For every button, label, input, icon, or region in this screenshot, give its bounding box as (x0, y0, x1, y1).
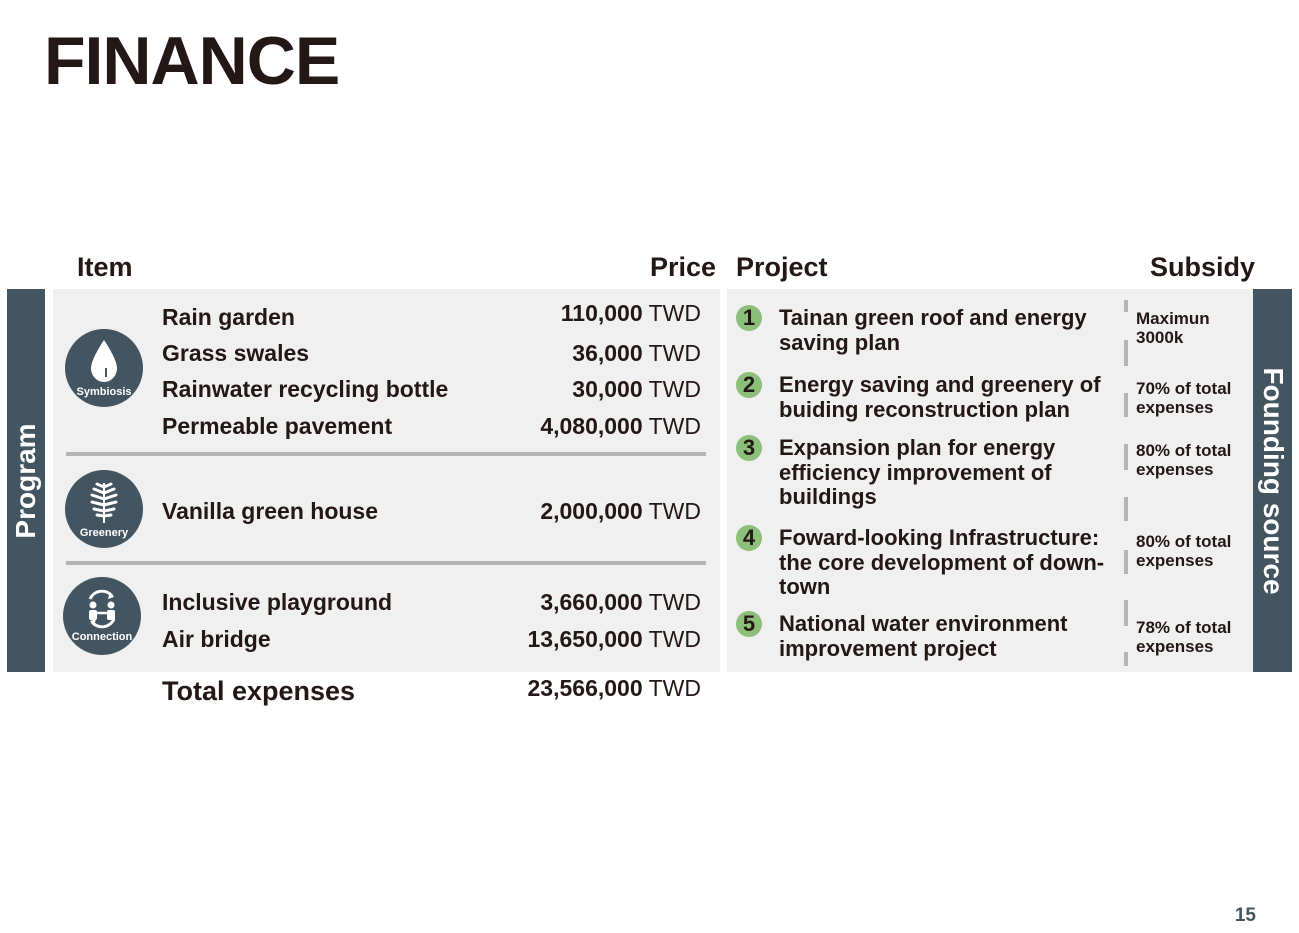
item-price: 2,000,000 TWD (540, 498, 701, 524)
group-divider (66, 561, 706, 565)
project-name: Foward-looking Infrastructure: the core … (779, 525, 1105, 599)
connection-label: Connection (71, 631, 133, 643)
greenery-label: Greenery (79, 527, 129, 539)
program-sidebar: Program (7, 289, 45, 672)
item-name: Inclusive playground (162, 589, 393, 615)
item-price: 30,000 TWD (572, 376, 701, 402)
connection-badge: Connection (63, 577, 141, 655)
project-name: Energy saving and greenery of buiding re… (779, 372, 1101, 422)
separator-tick (1124, 393, 1128, 417)
item-name: Rainwater recycling bottle (162, 376, 449, 402)
header-project: Project (736, 252, 828, 282)
project-name: Expansion plan for energy efficiency imp… (779, 435, 1056, 509)
leaf-icon (90, 482, 118, 523)
item-price: 13,650,000 TWD (527, 626, 701, 652)
group-divider (66, 452, 706, 456)
symbiosis-badge: Symbiosis (65, 329, 143, 407)
program-items-panel (53, 289, 720, 672)
symbiosis-label: Symbiosis (76, 386, 132, 398)
total-expenses-label: Total expenses (162, 676, 356, 706)
item-price: 110,000 TWD (560, 300, 701, 326)
item-name: Grass swales (162, 340, 310, 366)
header-subsidy: Subsidy (1149, 252, 1255, 282)
separator-tick (1124, 550, 1128, 574)
item-name: Air bridge (162, 626, 271, 652)
separator-tick (1124, 497, 1128, 521)
total-expenses-price: 23,566,000 TWD (527, 675, 701, 701)
projects-panel (727, 289, 1253, 672)
project-number-badge: 3 (736, 435, 762, 461)
item-name: Rain garden (162, 304, 295, 330)
item-name: Permeable pavement (162, 413, 393, 439)
greenery-badge: Greenery (65, 470, 143, 548)
separator-tick (1124, 300, 1128, 312)
project-number-badge: 5 (736, 611, 762, 637)
project-subsidy: 80% of total expenses (1136, 532, 1232, 570)
project-subsidy: 70% of total expenses (1136, 379, 1232, 417)
people-connection-icon (88, 589, 116, 629)
project-subsidy: 78% of total expenses (1136, 618, 1232, 656)
page-number: 15 (1234, 905, 1256, 926)
header-price: Price (649, 252, 716, 282)
item-name: Vanilla green house (162, 498, 379, 524)
item-price: 3,660,000 TWD (540, 589, 701, 615)
project-number-badge: 4 (736, 525, 762, 551)
project-name: National water environment improvement p… (779, 611, 1068, 661)
header-item: Item (77, 252, 133, 282)
project-number-badge: 2 (736, 372, 762, 398)
project-subsidy: Maximun 3000k (1136, 309, 1210, 347)
page-title: FINANCE (44, 23, 340, 99)
founding-source-sidebar: Founding source (1253, 289, 1292, 672)
water-drop-icon (91, 340, 117, 382)
separator-tick (1124, 652, 1128, 666)
separator-tick (1124, 600, 1128, 626)
project-subsidy: 80% of total expenses (1136, 441, 1232, 479)
project-number-badge: 1 (736, 305, 762, 331)
separator-tick (1124, 340, 1128, 366)
item-price: 4,080,000 TWD (540, 413, 701, 439)
program-label: Program (10, 422, 41, 539)
separator-tick (1124, 444, 1128, 470)
item-price: 36,000 TWD (572, 340, 701, 366)
project-name: Tainan green roof and energy saving plan (779, 305, 1087, 355)
founding-source-label: Founding source (1257, 366, 1289, 595)
